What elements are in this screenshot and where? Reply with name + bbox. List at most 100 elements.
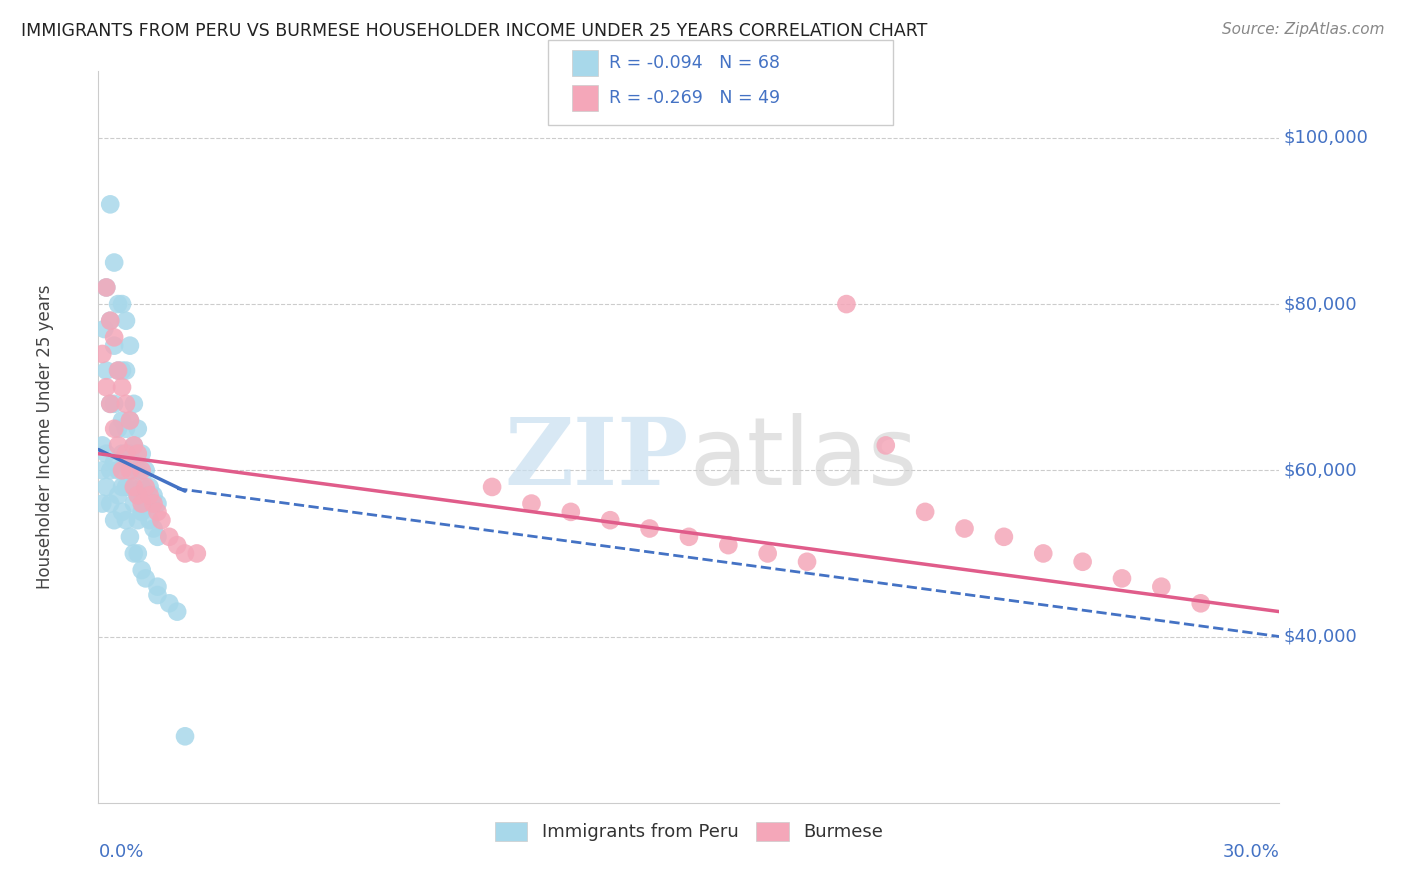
Text: ZIP: ZIP [505,414,689,504]
Point [103,513,125,527]
Point [107,463,129,477]
Point [131,480,153,494]
Point [118,480,141,494]
Point [174,729,197,743]
Point [111,505,134,519]
Point [115,363,138,377]
Text: $80,000: $80,000 [1284,295,1357,313]
Point [174,546,197,560]
Point [127,488,149,502]
Point [122,546,145,560]
Point [96,363,118,377]
Point [103,422,125,436]
Point [150,513,173,527]
Text: R = -0.269   N = 49: R = -0.269 N = 49 [609,89,780,107]
Point [111,297,134,311]
Point [115,422,138,436]
Point [131,505,153,519]
Point [93,322,115,336]
Point [146,588,169,602]
Point [115,447,138,461]
Point [96,380,118,394]
Point [115,314,138,328]
Point [122,438,145,452]
Point [1111,571,1133,585]
Point [111,380,134,394]
Point [122,480,145,494]
Point [91,438,114,452]
Point [98,314,121,328]
Point [118,447,141,461]
Point [135,497,157,511]
Point [111,480,134,494]
Point [131,463,153,477]
Text: IMMIGRANTS FROM PERU VS BURMESE HOUSEHOLDER INCOME UNDER 25 YEARS CORRELATION CH: IMMIGRANTS FROM PERU VS BURMESE HOUSEHOL… [21,22,928,40]
Point [118,530,141,544]
Point [146,580,169,594]
Point [166,605,188,619]
Point [638,521,661,535]
Point [953,521,976,535]
Point [142,497,165,511]
Text: Source: ZipAtlas.com: Source: ZipAtlas.com [1222,22,1385,37]
Text: 30.0%: 30.0% [1223,843,1279,861]
Point [118,463,141,477]
Point [135,571,157,585]
Point [111,463,134,477]
Point [91,463,114,477]
Point [142,521,165,535]
Point [146,497,169,511]
Point [96,447,118,461]
Point [115,447,138,461]
Point [111,447,134,461]
Point [138,513,160,527]
Point [157,530,180,544]
Point [127,422,149,436]
Point [115,397,138,411]
Point [111,363,134,377]
Point [103,330,125,344]
Point [103,455,125,469]
Point [146,505,169,519]
Point [107,363,129,377]
Point [107,363,129,377]
Point [103,255,125,269]
Point [1150,580,1173,594]
Point [146,530,169,544]
Text: $100,000: $100,000 [1284,128,1368,147]
Point [103,339,125,353]
Point [599,513,621,527]
Text: 0.0%: 0.0% [98,843,143,861]
Point [127,513,149,527]
Point [481,480,503,494]
Point [756,546,779,560]
Point [127,447,149,461]
Point [91,497,114,511]
Point [98,463,121,477]
Point [96,480,118,494]
Text: R = -0.094   N = 68: R = -0.094 N = 68 [609,54,780,72]
Point [993,530,1015,544]
Point [678,530,700,544]
Point [560,505,582,519]
Point [835,297,858,311]
Point [142,488,165,502]
Point [135,463,157,477]
Point [131,447,153,461]
Text: atlas: atlas [689,413,917,505]
Point [135,480,157,494]
Point [1189,596,1212,610]
Text: $60,000: $60,000 [1284,461,1357,479]
Point [107,488,129,502]
Point [91,347,114,361]
Point [131,563,153,577]
Point [186,546,208,560]
Point [107,297,129,311]
Point [107,422,129,436]
Point [98,497,121,511]
Point [127,546,149,560]
Point [157,596,180,610]
Point [796,555,818,569]
Point [115,513,138,527]
Point [127,488,149,502]
